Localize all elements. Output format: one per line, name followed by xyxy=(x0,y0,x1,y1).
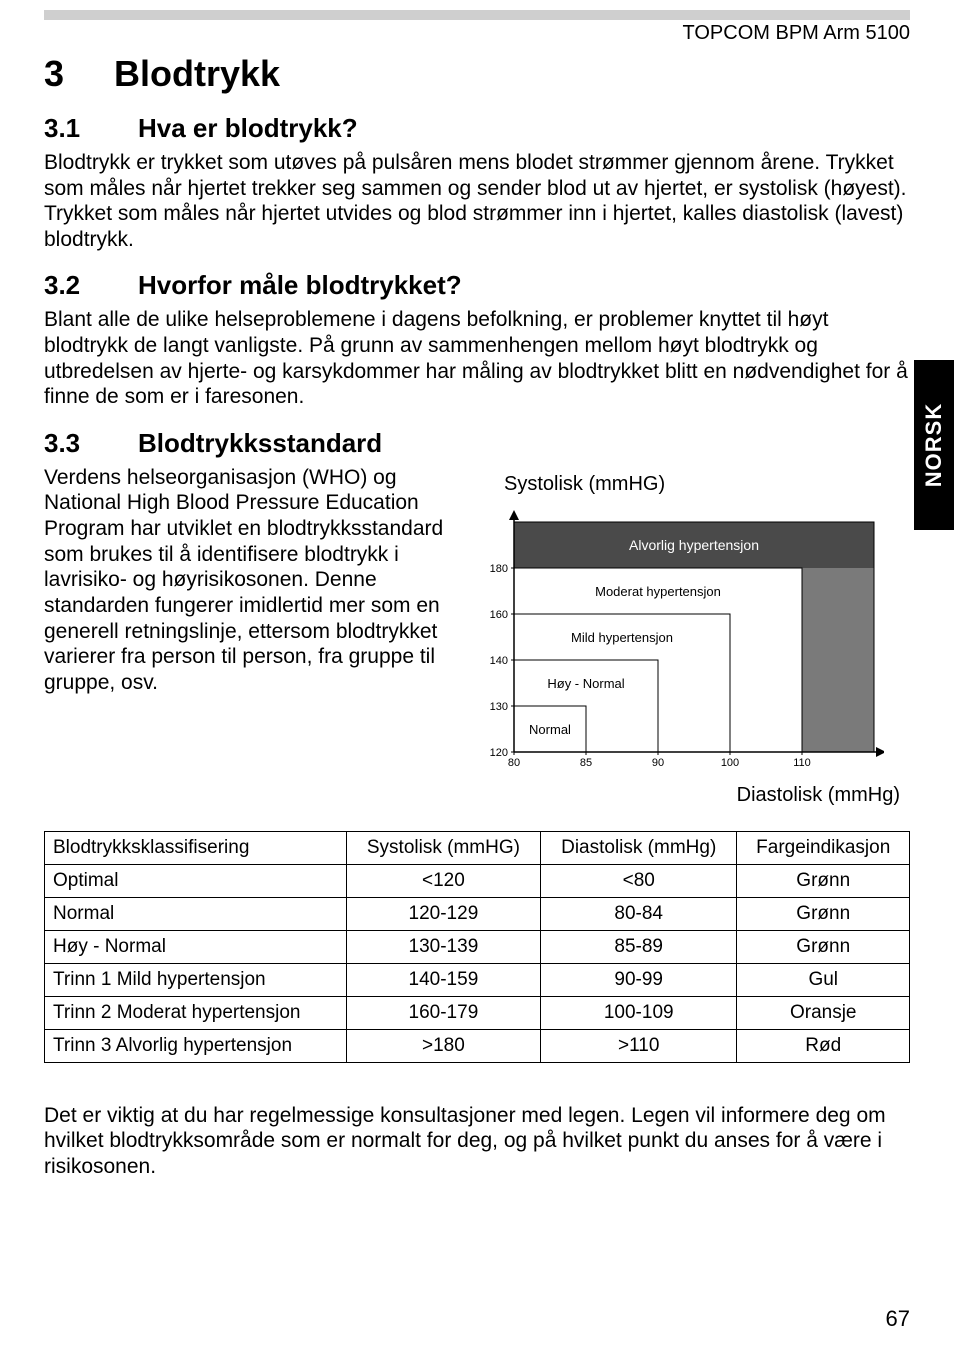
subsection-3-3-title: Blodtrykksstandard xyxy=(138,428,382,458)
subsection-3-1-title: Hva er blodtrykk? xyxy=(138,113,358,143)
svg-text:90: 90 xyxy=(652,757,664,769)
table-cell: 80-84 xyxy=(540,897,737,930)
table-row: Normal120-12980-84Grønn xyxy=(45,897,910,930)
svg-text:Høy - Normal: Høy - Normal xyxy=(547,676,624,691)
subsection-3-2-body: Blant alle de ulike helseproblemene i da… xyxy=(44,307,910,409)
svg-text:120: 120 xyxy=(490,747,508,759)
svg-text:Normal: Normal xyxy=(529,722,571,737)
table-cell: Trinn 2 Moderat hypertensjon xyxy=(45,996,347,1029)
table-cell: 140-159 xyxy=(346,963,540,996)
svg-text:110: 110 xyxy=(793,757,811,769)
svg-text:180: 180 xyxy=(490,563,508,575)
bp-classification-table: Blodtrykksklassifisering Systolisk (mmHG… xyxy=(44,831,910,1063)
subsection-3-3-text: Verdens helseorganisasjon (WHO) og Natio… xyxy=(44,465,454,701)
subsection-3-3-heading: 3.3Blodtrykksstandard xyxy=(44,428,910,459)
svg-text:80: 80 xyxy=(508,757,520,769)
section-heading: 3Blodtrykk xyxy=(44,53,910,95)
table-cell: Normal xyxy=(45,897,347,930)
subsection-3-3-number: 3.3 xyxy=(44,428,138,459)
bp-chart: Systolisk (mmHG) Alvorlig hypertensjon Mo… xyxy=(474,465,910,807)
table-cell: <80 xyxy=(540,864,737,897)
table-cell: 160-179 xyxy=(346,996,540,1029)
header-bar xyxy=(44,10,910,20)
table-header-color: Fargeindikasjon xyxy=(737,831,910,864)
table-cell: Trinn 1 Mild hypertensjon xyxy=(45,963,347,996)
svg-text:160: 160 xyxy=(490,609,508,621)
table-cell: 120-129 xyxy=(346,897,540,930)
table-cell: 100-109 xyxy=(540,996,737,1029)
table-row: Trinn 3 Alvorlig hypertensjon>180>110Rød xyxy=(45,1029,910,1062)
footer-paragraph: Det er viktig at du har regelmessige kon… xyxy=(44,1103,910,1180)
header-product: TOPCOM BPM Arm 5100 xyxy=(44,22,910,45)
language-tab-label: NORSK xyxy=(921,403,947,487)
section-title: Blodtrykk xyxy=(114,53,280,94)
table-row: Trinn 2 Moderat hypertensjon160-179100-1… xyxy=(45,996,910,1029)
subsection-3-3-body: Verdens helseorganisasjon (WHO) og Natio… xyxy=(44,465,454,695)
svg-text:Moderat hypertensjon: Moderat hypertensjon xyxy=(595,584,721,599)
table-cell: Grønn xyxy=(737,864,910,897)
table-cell: Rød xyxy=(737,1029,910,1062)
table-cell: 130-139 xyxy=(346,930,540,963)
subsection-3-2-title: Hvorfor måle blodtrykket? xyxy=(138,270,462,300)
table-cell: Grønn xyxy=(737,897,910,930)
language-tab: NORSK xyxy=(914,360,954,530)
table-cell: <120 xyxy=(346,864,540,897)
table-cell: >180 xyxy=(346,1029,540,1062)
table-header-diastolic: Diastolisk (mmHg) xyxy=(540,831,737,864)
subsection-3-1-heading: 3.1Hva er blodtrykk? xyxy=(44,113,910,144)
page: TOPCOM BPM Arm 5100 3Blodtrykk 3.1Hva er… xyxy=(0,10,954,1360)
page-number: 67 xyxy=(886,1306,910,1332)
table-cell: Høy - Normal xyxy=(45,930,347,963)
table-header-row: Blodtrykksklassifisering Systolisk (mmHG… xyxy=(45,831,910,864)
svg-text:Alvorlig hypertensjon: Alvorlig hypertensjon xyxy=(629,537,759,553)
table-cell: Trinn 3 Alvorlig hypertensjon xyxy=(45,1029,347,1062)
svg-text:100: 100 xyxy=(721,757,739,769)
table-cell: 90-99 xyxy=(540,963,737,996)
svg-text:130: 130 xyxy=(490,701,508,713)
table-cell: Grønn xyxy=(737,930,910,963)
section-number: 3 xyxy=(44,53,114,95)
subsection-3-1-body: Blodtrykk er trykket som utøves på pulså… xyxy=(44,150,910,252)
subsection-3-3-content: Verdens helseorganisasjon (WHO) og Natio… xyxy=(44,465,910,807)
table-header-classification: Blodtrykksklassifisering xyxy=(45,831,347,864)
svg-text:Mild hypertensjon: Mild hypertensjon xyxy=(571,630,673,645)
table-row: Høy - Normal130-13985-89Grønn xyxy=(45,930,910,963)
subsection-3-2-heading: 3.2Hvorfor måle blodtrykket? xyxy=(44,270,910,301)
subsection-3-1-number: 3.1 xyxy=(44,113,138,144)
chart-x-axis-label: Diastolisk (mmHg) xyxy=(474,784,910,807)
table-row: Optimal<120<80Grønn xyxy=(45,864,910,897)
svg-text:85: 85 xyxy=(580,757,592,769)
subsection-3-2-number: 3.2 xyxy=(44,270,138,301)
chart-y-axis-label: Systolisk (mmHG) xyxy=(504,473,910,496)
svg-text:140: 140 xyxy=(490,655,508,667)
table-cell: Oransje xyxy=(737,996,910,1029)
table-cell: Gul xyxy=(737,963,910,996)
bp-chart-svg: Alvorlig hypertensjon Moderat hypertensjo… xyxy=(474,502,884,782)
table-cell: Optimal xyxy=(45,864,347,897)
table-row: Trinn 1 Mild hypertensjon140-15990-99Gul xyxy=(45,963,910,996)
table-cell: 85-89 xyxy=(540,930,737,963)
table-cell: >110 xyxy=(540,1029,737,1062)
table-header-systolic: Systolisk (mmHG) xyxy=(346,831,540,864)
